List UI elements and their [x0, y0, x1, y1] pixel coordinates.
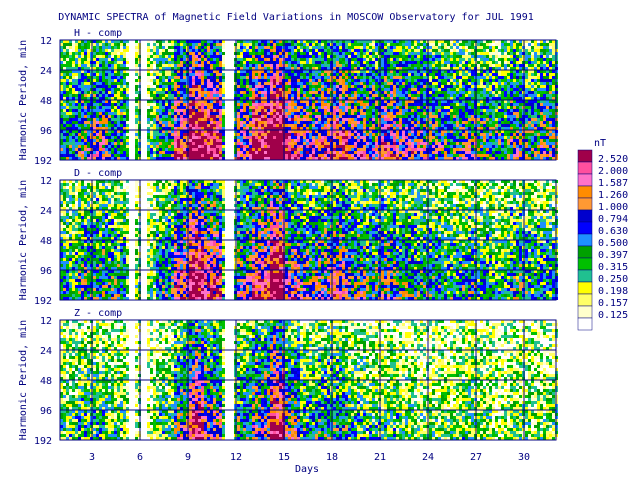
- colorbar-label: 0.500: [598, 238, 628, 249]
- colorbar-swatch: [577, 269, 593, 283]
- colorbar-label: 0.250: [598, 274, 628, 285]
- x-tick-label: 15: [278, 452, 290, 463]
- x-tick-label: 24: [422, 452, 434, 463]
- colorbar-label: 0.794: [598, 214, 628, 225]
- colorbar-swatch: [577, 293, 593, 307]
- x-tick-label: 27: [470, 452, 482, 463]
- y-tick-label: 24: [40, 346, 52, 357]
- colorbar-label: 0.157: [598, 298, 628, 309]
- colorbar-swatch: [577, 197, 593, 211]
- colorbar-label: 2.000: [598, 166, 628, 177]
- y-tick-label: 12: [40, 316, 52, 327]
- y-tick-label: 48: [40, 236, 52, 247]
- y-axis-label: Harmonic Period, min: [18, 320, 29, 440]
- spectrum-panel: 12 24 48 96 192 Z - comp Harmonic Period, min: [18, 308, 558, 447]
- x-tick-label: 9: [185, 452, 191, 463]
- colorbar-label: 1.260: [598, 190, 628, 201]
- colorbar-label: 0.630: [598, 226, 628, 237]
- colorbar-label: 1.587: [598, 178, 628, 189]
- y-tick-label: 24: [40, 206, 52, 217]
- x-tick-label: 21: [374, 452, 386, 463]
- y-tick-label: 24: [40, 66, 52, 77]
- x-axis-label: Days: [295, 464, 319, 475]
- x-tick-label: 18: [326, 452, 338, 463]
- panel-label: Z - comp: [74, 308, 122, 319]
- colorbar-swatch: [577, 173, 593, 187]
- colorbar-swatch: [577, 305, 593, 319]
- colorbar-label: 0.125: [598, 310, 628, 321]
- y-tick-label: 192: [34, 436, 52, 447]
- y-tick-label: 96: [40, 126, 52, 137]
- colorbar-swatch: [577, 245, 593, 259]
- colorbar-swatch: [577, 161, 593, 175]
- colorbar-swatch: [577, 233, 593, 247]
- colorbar-swatch: [577, 281, 593, 295]
- panel-frame: [59, 179, 557, 301]
- colorbar-unit: nT: [594, 138, 606, 149]
- colorbar-swatch: [577, 221, 593, 235]
- colorbar-swatch: [577, 317, 593, 331]
- spectrum-panel: 12 24 48 96 192 D - comp Harmonic Period, min: [18, 168, 558, 307]
- chart-title: DYNAMIC SPECTRA of Magnetic Field Variat…: [58, 12, 534, 23]
- panel-label: D - comp: [74, 168, 122, 179]
- colorbar-label: 0.315: [598, 262, 628, 273]
- panel-label: H - comp: [74, 28, 122, 39]
- colorbar-swatch: [577, 185, 593, 199]
- y-tick-label: 48: [40, 376, 52, 387]
- colorbar-label: 0.397: [598, 250, 628, 261]
- y-tick-label: 192: [34, 156, 52, 167]
- y-tick-label: 96: [40, 406, 52, 417]
- heatmap-cells: [60, 180, 558, 300]
- x-tick-label: 30: [518, 452, 530, 463]
- colorbar-label: 1.000: [598, 202, 628, 213]
- y-axis-label: Harmonic Period, min: [18, 40, 29, 160]
- y-tick-label: 96: [40, 266, 52, 277]
- colorbar-label: 0.198: [598, 286, 628, 297]
- panel-frame: [59, 39, 557, 161]
- colorbar-label: 2.520: [598, 154, 628, 165]
- y-axis-label: Harmonic Period, min: [18, 180, 29, 300]
- spectrum-panel: 12 24 48 96 192 H - comp Harmonic Period, min: [18, 28, 558, 167]
- panel-frame: [59, 319, 557, 441]
- y-tick-label: 192: [34, 296, 52, 307]
- colorbar-swatch: [577, 209, 593, 223]
- x-axis: 3 6 9 12 15 18 21 24 27 30: [89, 452, 530, 463]
- colorbar-swatch: [577, 149, 593, 163]
- x-tick-label: 6: [137, 452, 143, 463]
- x-tick-label: 3: [89, 452, 95, 463]
- colorbar-swatch: [577, 257, 593, 271]
- y-tick-label: 12: [40, 36, 52, 47]
- x-tick-label: 12: [230, 452, 242, 463]
- y-tick-label: 12: [40, 176, 52, 187]
- y-tick-label: 48: [40, 96, 52, 107]
- colorbar: nT 2.5202.0001.5871.2601.0000.7940.6300.5…: [577, 138, 628, 331]
